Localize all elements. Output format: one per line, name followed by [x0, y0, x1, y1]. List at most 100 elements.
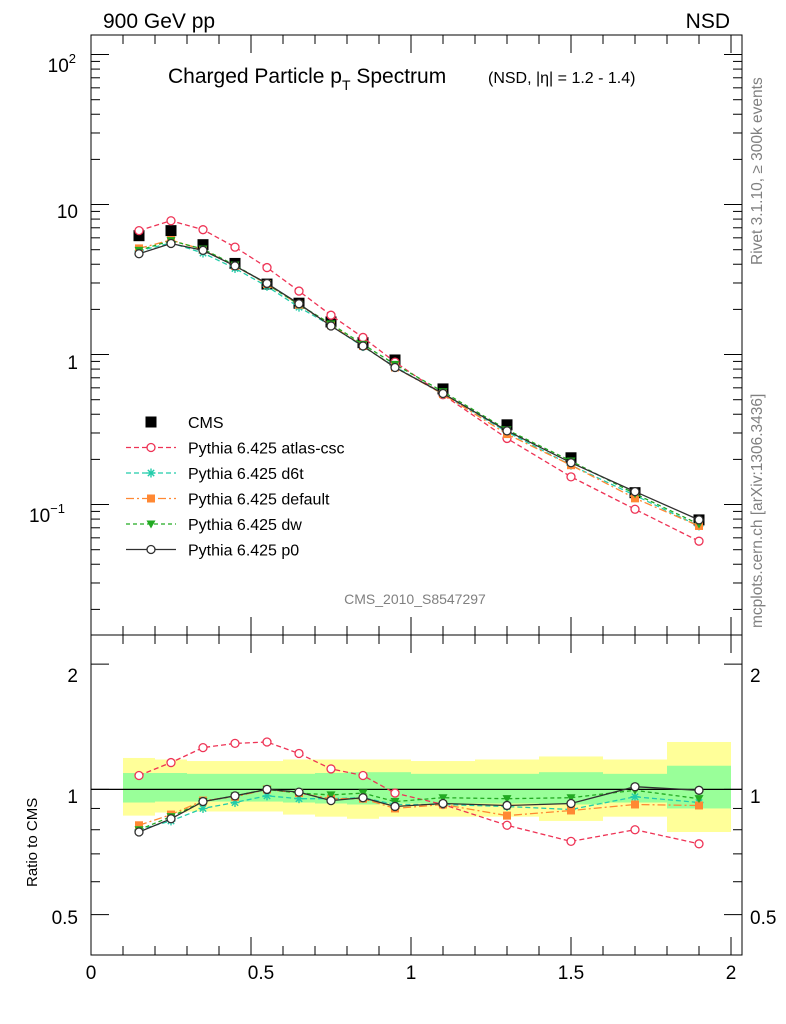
spectrum-point	[390, 362, 400, 373]
rivet-version-label: Rivet 3.1.10, ≥ 300k events	[749, 77, 766, 265]
ratio-point	[390, 801, 400, 812]
ratio-line	[138, 788, 700, 831]
spectrum-series-pythia-6-425-d6t	[134, 238, 704, 531]
spectrum-point	[134, 249, 144, 259]
ratio-point	[166, 757, 176, 768]
uncertainty-band-green	[155, 773, 187, 802]
spectrum-point	[631, 494, 639, 503]
y-tick-label-0.1: 10−1	[29, 501, 65, 527]
spectrum-series-pythia-6-425-atlas-csc	[134, 216, 704, 546]
spectrum-point	[566, 458, 576, 468]
spectrum-panel: 102 10 1 10−1 Charged Particle pT Spectr…	[29, 34, 743, 636]
spectrum-series-pythia-6-425-dw	[134, 237, 704, 529]
ratio-point	[230, 738, 240, 749]
ratio-point	[630, 782, 640, 792]
spectrum-point	[630, 486, 640, 497]
ratio-point	[502, 795, 512, 804]
spectrum-line	[138, 239, 700, 527]
y-tick-label-10: 10	[57, 202, 78, 223]
legend-label: Pythia 6.425 default	[188, 492, 330, 509]
spectrum-point	[502, 426, 512, 436]
spectrum-ticks	[90, 35, 742, 635]
ratio-point	[694, 785, 704, 795]
ratio-point	[135, 821, 143, 830]
spectrum-line	[138, 220, 700, 542]
spectrum-point	[438, 388, 448, 399]
spectrum-point	[694, 536, 704, 546]
spectrum-point	[134, 225, 144, 236]
spectrum-point	[262, 278, 272, 289]
x-tick-label-0: 0	[86, 963, 97, 984]
ratio-plot-area	[91, 737, 742, 849]
spectrum-point	[358, 332, 368, 343]
spectrum-point	[262, 262, 272, 273]
ratio-y-tick-label-left-1: 1	[67, 787, 78, 808]
spectrum-point	[630, 504, 640, 514]
ratio-point	[630, 825, 640, 835]
spectrum-point	[198, 245, 208, 256]
mcplots-label: mcplots.cern.ch [arXiv:1306.3436]	[749, 394, 766, 628]
spectrum-point	[358, 341, 368, 351]
ratio-point	[198, 742, 208, 753]
spectrum-line	[138, 239, 700, 525]
ratio-panel: 2 1 0.5 2 1 0.5 Ratio to CMS 0 0.5 1 1.5…	[24, 634, 776, 984]
legend-marker	[147, 494, 155, 503]
spectrum-line	[138, 242, 700, 521]
ratio-point	[134, 770, 144, 781]
legend-entry: Pythia 6.425 dw	[126, 517, 302, 534]
spectrum-point	[198, 225, 208, 235]
legend-label: CMS	[188, 415, 224, 432]
spectrum-point	[133, 230, 145, 242]
spectrum-point	[694, 515, 704, 525]
legend-marker	[146, 544, 156, 555]
legend-label: Pythia 6.425 atlas-csc	[188, 441, 345, 458]
spectrum-point	[165, 225, 177, 237]
ratio-point	[166, 814, 176, 824]
ratio-point	[503, 811, 511, 820]
ratio-y-tick-label-left-2: 2	[67, 666, 78, 687]
ratio-point	[694, 795, 704, 804]
legend-entry: Pythia 6.425 atlas-csc	[126, 441, 345, 458]
legend-entry: CMS	[145, 415, 224, 432]
ratio-point	[566, 794, 576, 803]
chart-title: Charged Particle pT Spectrum	[168, 65, 446, 93]
ratio-point	[438, 794, 448, 803]
ratio-point	[262, 784, 272, 795]
ratio-line	[138, 741, 700, 845]
spectrum-point	[230, 242, 240, 252]
x-tick-label-1: 1	[406, 963, 417, 984]
ratio-point	[358, 793, 368, 803]
legend-marker	[146, 442, 156, 453]
spectrum-point	[294, 299, 304, 309]
ratio-point	[326, 795, 336, 806]
ratio-point	[326, 764, 336, 774]
ratio-point	[294, 748, 304, 759]
legend-entry: Pythia 6.425 p0	[126, 543, 299, 560]
ratio-point	[438, 798, 448, 809]
spectrum-point	[166, 216, 176, 226]
legend-marker	[146, 468, 156, 478]
ratio-point	[694, 839, 704, 849]
ratio-point	[502, 820, 512, 830]
ratio-point	[566, 836, 576, 847]
ratio-point	[566, 798, 576, 809]
spectrum-point	[230, 261, 240, 271]
ratio-point	[695, 801, 703, 810]
y-tick-label-1: 1	[67, 353, 78, 374]
ratio-point	[502, 800, 512, 811]
legend-marker	[145, 416, 157, 428]
legend: CMS Pythia 6.425 atlas-csc Pythia 6.425 d6…	[126, 415, 345, 560]
spectrum-point	[294, 286, 304, 296]
ratio-series-pythia-6-425-p0	[134, 782, 704, 837]
ratio-y-tick-label-right-2: 2	[750, 666, 761, 687]
x-tick-label-0.5: 0.5	[248, 963, 274, 984]
process-label: NSD	[686, 10, 730, 33]
y-tick-label-100: 102	[48, 51, 76, 77]
ratio-point	[567, 806, 575, 815]
ratio-y-tick-label-right-1: 1	[750, 787, 761, 808]
ratio-point	[262, 737, 272, 747]
legend-entry: Pythia 6.425 d6t	[126, 466, 304, 483]
chart-title-suffix: (NSD, |η| = 1.2 - 1.4)	[488, 70, 635, 87]
ratio-frame	[90, 634, 743, 956]
